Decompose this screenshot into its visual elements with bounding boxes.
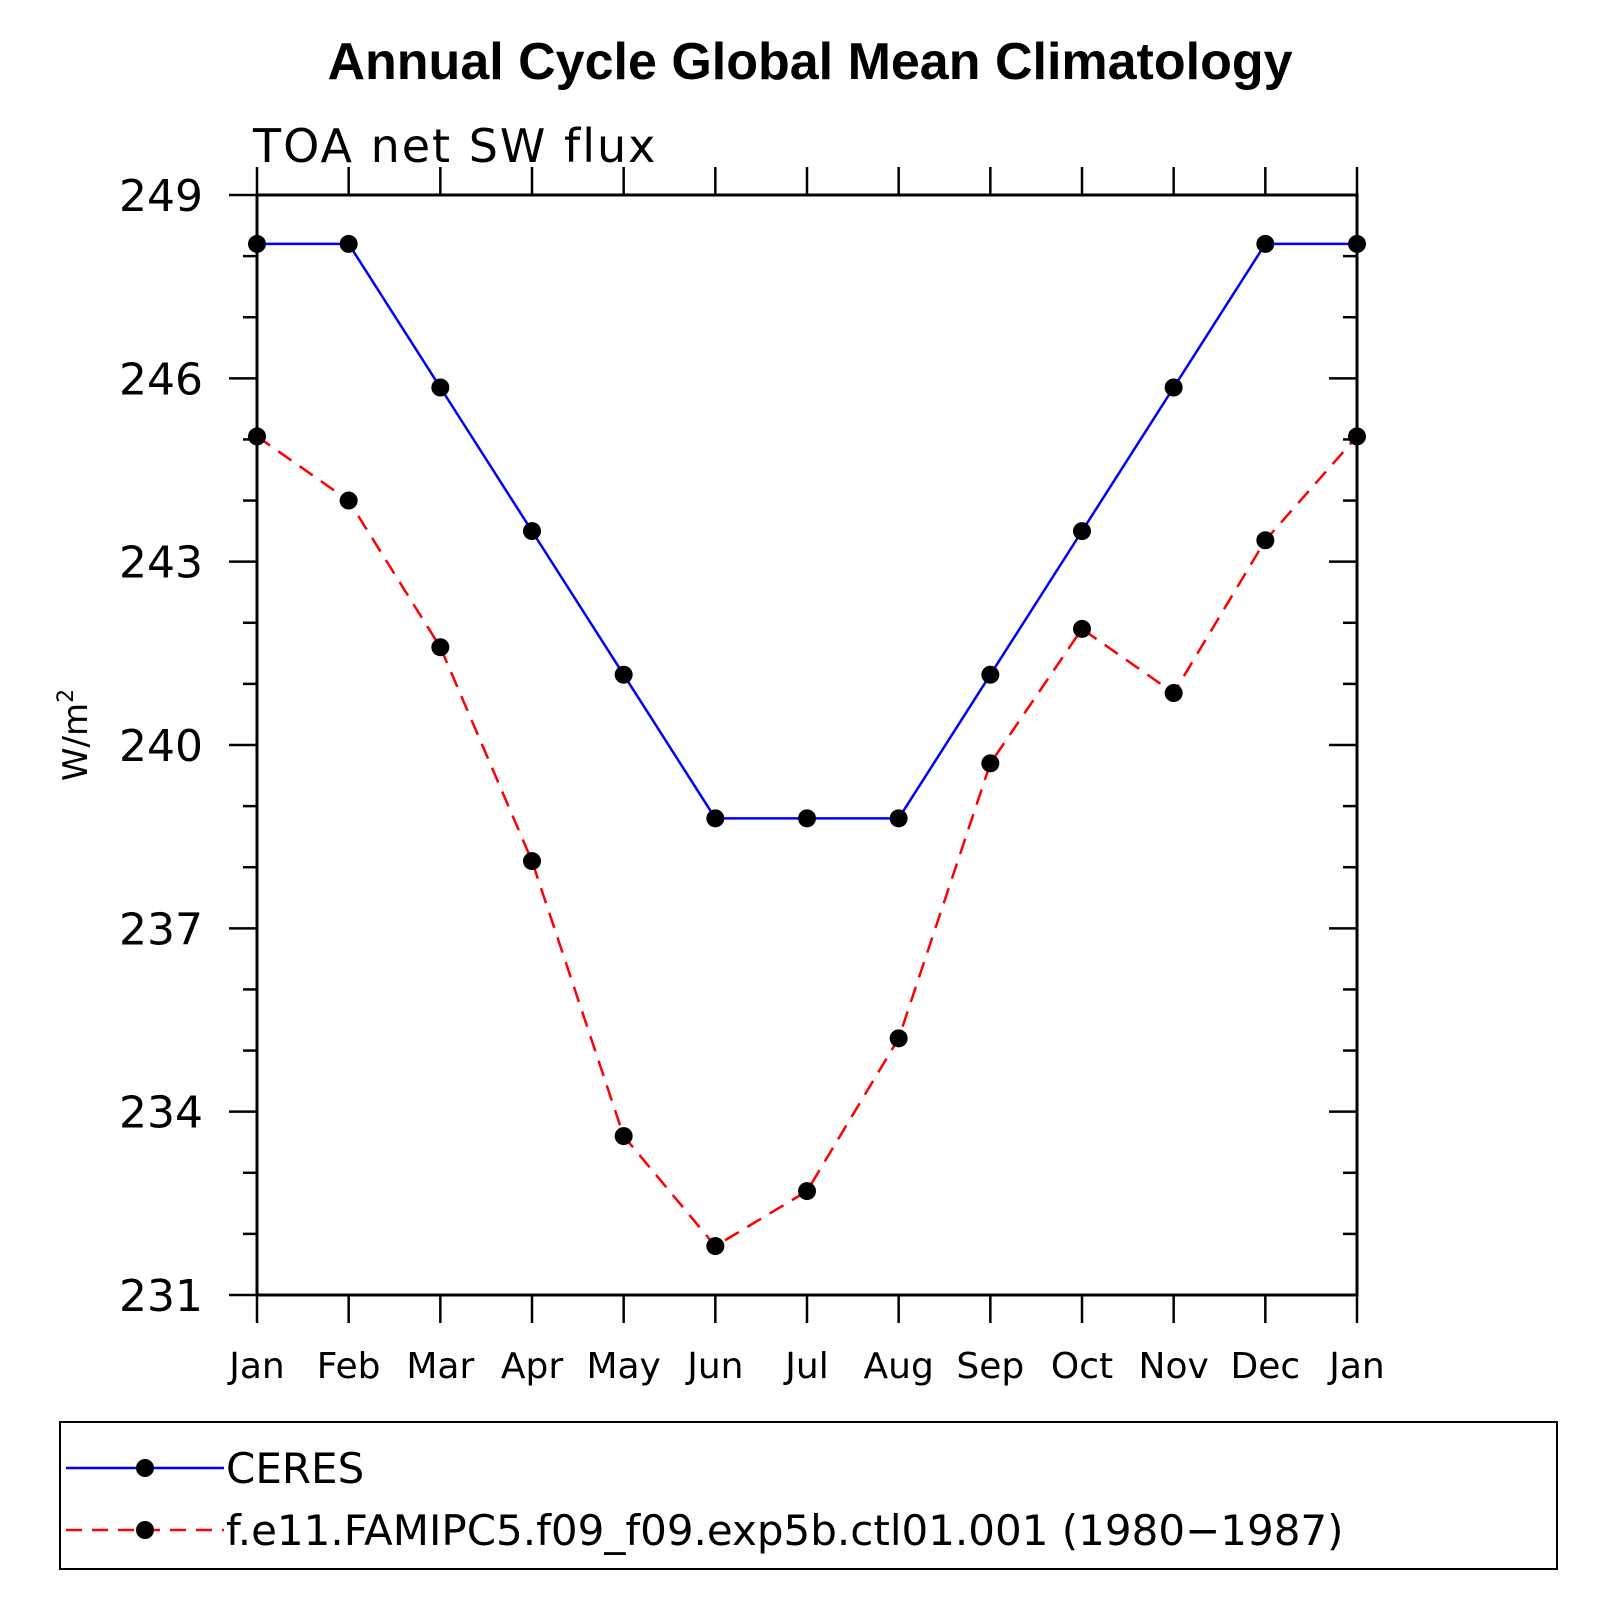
chart-title: Annual Cycle Global Mean Climatology xyxy=(327,33,1292,91)
data-point xyxy=(1164,684,1183,703)
y-axis-label-text: W/m xyxy=(56,703,96,781)
legend-label: CERES xyxy=(226,1444,364,1493)
y-tick-label: 246 xyxy=(119,354,203,405)
data-point xyxy=(248,234,266,253)
series-line xyxy=(257,242,1357,820)
data-point xyxy=(798,809,816,828)
data-point xyxy=(339,491,358,510)
data-point xyxy=(1073,522,1091,541)
legend-label: f.e11.FAMIPC5.f09_f09.exp5b.ctl01.001 (1… xyxy=(226,1506,1344,1555)
y-tick-labels: 231 234 237 240 243 246 249 xyxy=(119,171,203,1322)
data-point xyxy=(614,1127,633,1146)
series-1 xyxy=(248,234,1366,828)
x-tick-label: Jan xyxy=(1327,1346,1385,1387)
x-tick-label: Jan xyxy=(227,1346,285,1387)
legend-marker xyxy=(136,1521,154,1539)
data-point xyxy=(431,638,450,657)
series-2 xyxy=(248,427,1366,1256)
data-point xyxy=(889,1029,908,1048)
legend-item: CERES xyxy=(66,1444,364,1493)
data-point xyxy=(431,378,450,397)
x-tick-label: Mar xyxy=(406,1346,474,1387)
y-tick-label: 237 xyxy=(119,904,203,955)
x-tick-label: Apr xyxy=(501,1346,563,1387)
x-tick-label: Jun xyxy=(685,1346,743,1387)
y-axis-label: W/m2 xyxy=(54,689,96,781)
y-tick-label: 243 xyxy=(119,538,203,589)
x-tick-labels: Jan Feb Mar Apr May Jun Jul Aug Sep Oct Nov Dec Jan xyxy=(227,1346,1385,1387)
data-point xyxy=(523,522,541,541)
series-line xyxy=(256,435,1358,1248)
data-point xyxy=(614,665,633,684)
data-point xyxy=(706,1237,725,1256)
x-tick-label: Nov xyxy=(1139,1346,1209,1387)
axis-ticks xyxy=(229,167,1359,1323)
data-point xyxy=(1164,378,1183,397)
y-tick-label: 249 xyxy=(119,171,203,222)
y-axis-label-superscript: 2 xyxy=(54,689,79,703)
legend-item: f.e11.FAMIPC5.f09_f09.exp5b.ctl01.001 (1… xyxy=(66,1506,1344,1555)
data-point xyxy=(1073,619,1091,638)
x-tick-label: May xyxy=(586,1346,660,1387)
data-point xyxy=(981,665,1000,684)
data-point xyxy=(248,427,266,446)
y-tick-label: 240 xyxy=(119,721,203,772)
series-layer xyxy=(248,234,1366,1256)
data-point xyxy=(1348,427,1366,446)
chart-subtitle: TOA net SW flux xyxy=(252,119,657,173)
x-tick-label: Jul xyxy=(783,1346,828,1387)
legend-marker xyxy=(136,1459,154,1477)
y-tick-label: 234 xyxy=(119,1088,203,1139)
legend: CERES f.e11.FAMIPC5.f09_f09.exp5b.ctl01.0… xyxy=(66,1444,1344,1555)
x-tick-label: Aug xyxy=(864,1346,934,1387)
y-tick-label: 231 xyxy=(119,1271,203,1322)
x-tick-label: Dec xyxy=(1230,1346,1300,1387)
svg-text:W/m2: W/m2 xyxy=(54,689,96,781)
x-tick-label: Oct xyxy=(1051,1346,1113,1387)
legend-box xyxy=(59,1421,1558,1570)
data-point xyxy=(339,234,358,253)
data-point xyxy=(798,1182,816,1201)
data-point xyxy=(523,852,541,871)
data-point xyxy=(706,809,725,828)
data-point xyxy=(981,754,1000,773)
data-point xyxy=(889,809,908,828)
data-point xyxy=(1348,234,1366,253)
data-point xyxy=(1256,531,1275,550)
x-tick-label: Sep xyxy=(956,1346,1024,1387)
data-point xyxy=(1256,234,1275,253)
x-tick-label: Feb xyxy=(317,1346,381,1387)
